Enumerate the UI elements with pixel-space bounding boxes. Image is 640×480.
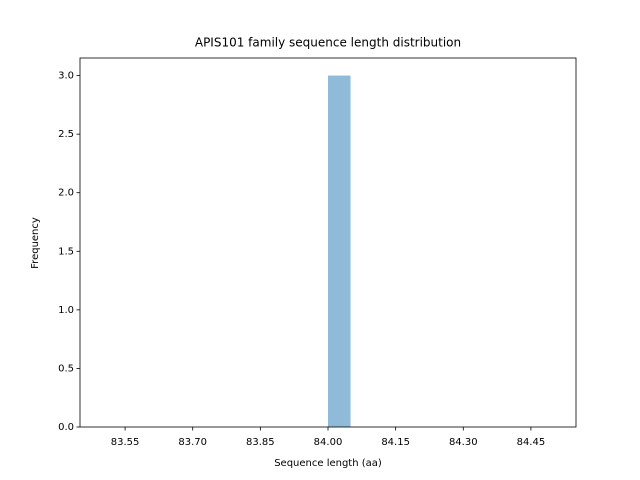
x-tick-label: 83.55	[111, 437, 140, 448]
plot-frame	[79, 57, 577, 428]
chart-title: APIS101 family sequence length distribut…	[195, 36, 461, 50]
x-tick-label: 84.15	[381, 437, 410, 448]
y-tick-label: 0.0	[58, 422, 74, 433]
bar	[328, 75, 351, 428]
y-tick-label: 2.5	[58, 129, 74, 140]
y-axis-label: Frequency	[30, 217, 41, 269]
y-tick-label: 3.0	[58, 71, 74, 82]
x-tick-label: 84.45	[517, 437, 546, 448]
y-tick-label: 0.5	[58, 363, 74, 374]
y-tick-label: 1.5	[58, 246, 74, 257]
y-tick-label: 2.0	[58, 188, 74, 199]
x-tick-label: 83.70	[178, 437, 207, 448]
x-axis-label: Sequence length (aa)	[274, 458, 382, 469]
x-tick-label: 84.00	[314, 437, 343, 448]
y-tick-label: 1.0	[58, 305, 74, 316]
x-tick-label: 83.85	[246, 437, 275, 448]
x-tick-label: 84.30	[449, 437, 478, 448]
